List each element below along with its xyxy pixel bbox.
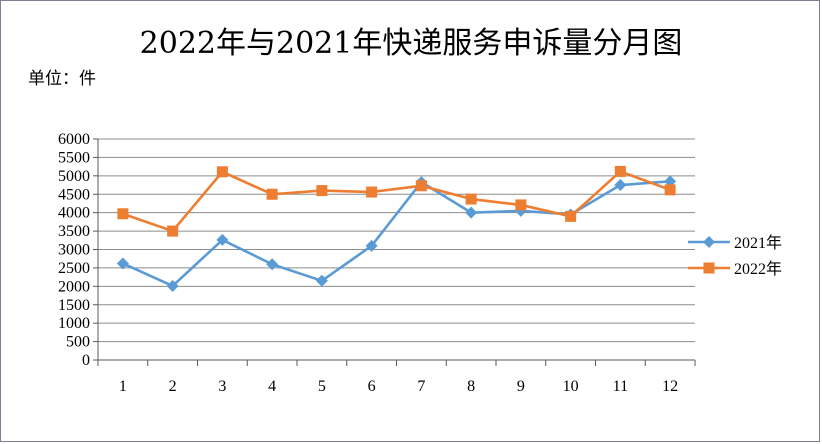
y-tick-label: 500 [66,334,90,351]
data-point-diamond [365,239,378,252]
data-point-square [614,165,626,177]
x-tick-label: 12 [662,378,678,395]
data-point-square [664,184,676,196]
x-tick-label: 8 [467,378,475,395]
x-tick-label: 3 [218,378,226,395]
series-line [122,170,671,233]
y-tick-label: 3000 [58,242,90,259]
data-point-diamond [315,274,328,287]
x-tick-label: 9 [517,378,525,395]
chart-title: 2022年与2021年快递服务申诉量分月图 [139,26,683,61]
x-tick-label: 6 [368,378,376,395]
data-point-diamond [465,206,478,219]
x-tick-label: 4 [268,378,276,395]
data-point-square [415,180,427,192]
y-tick-label: 4500 [58,186,90,203]
legend-entry: 2021年 [688,234,782,252]
y-tick-label: 3500 [58,223,90,240]
legend: 2021年 2022年 [688,234,782,278]
x-tick-label: 11 [613,378,628,395]
y-tick-label: 2500 [58,260,90,277]
y-tick-label: 5000 [58,168,90,185]
x-tick-label: 5 [318,378,326,395]
data-point-square [266,188,278,200]
axes [93,138,696,366]
unit-label: 单位：件 [28,69,96,89]
gridlines [98,138,695,343]
series-layer [116,165,677,292]
x-tick-label: 2 [169,378,177,395]
legend-entry: 2022年 [688,260,782,278]
data-point-square [366,186,378,198]
data-point-square [117,208,129,220]
legend-label: 2022年 [734,260,782,278]
data-point-diamond [703,236,715,248]
data-point-square [465,193,477,205]
data-point-diamond [166,279,179,292]
data-point-diamond [116,257,129,270]
data-point-square [703,262,715,274]
y-tick-label: 0 [82,352,90,369]
x-tick-label: 1 [119,378,127,395]
y-tick-label: 4000 [58,205,90,222]
data-point-diamond [216,233,229,246]
x-tick-label: 10 [563,378,579,395]
y-tick-label: 2000 [58,278,90,295]
series-1 [116,175,677,292]
data-point-square [565,210,577,222]
y-tick-label: 1000 [58,315,90,332]
y-tick-label: 1500 [58,297,90,314]
legend-label: 2021年 [734,234,782,252]
series-2 [117,165,676,237]
data-point-square [167,225,179,237]
data-point-square [316,185,328,197]
x-tick-label: 7 [417,378,425,395]
data-point-diamond [266,258,279,271]
data-point-square [515,199,527,211]
y-tick-label: 6000 [58,131,90,148]
x-axis-ticks: 1 2 3 4 5 6 7 8 9 10 11 12 [119,378,678,395]
series-line [122,180,671,288]
data-point-diamond [614,179,627,192]
y-tick-label: 5500 [58,149,90,166]
data-point-square [216,166,228,178]
